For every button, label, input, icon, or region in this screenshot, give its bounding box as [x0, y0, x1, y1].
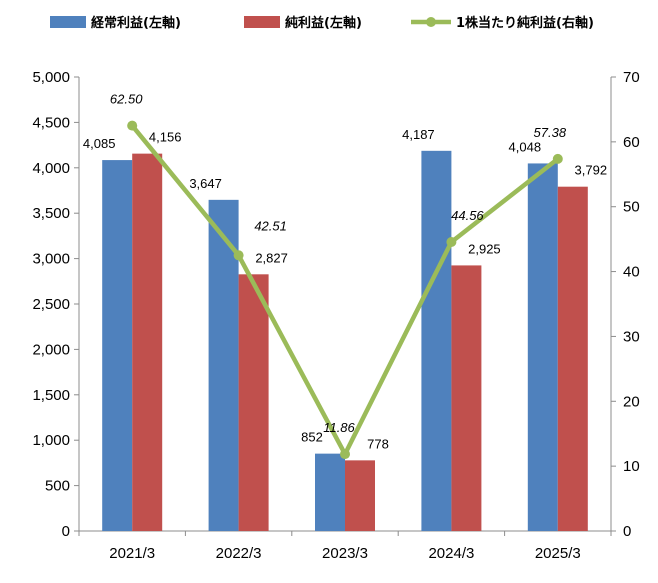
legend: 経常利益(左軸) 純利益(左軸) 1株当たり純利益(右軸) — [50, 15, 594, 31]
x-tick-label: 2022/3 — [216, 545, 262, 562]
legend-label-eps: 1株当たり純利益(右軸) — [456, 15, 594, 31]
bar-net-profit — [557, 186, 588, 531]
right-tick-label: 60 — [623, 134, 640, 151]
left-tick-label: 2,500 — [32, 296, 70, 313]
eps-point — [127, 120, 138, 131]
bar-label-net-profit: 778 — [367, 436, 389, 451]
legend-swatch-net-profit — [244, 16, 280, 28]
eps-point — [233, 250, 244, 261]
left-tick-label: 500 — [45, 478, 70, 495]
axes: 05001,0001,5002,0002,5003,0003,5004,0004… — [32, 69, 639, 562]
left-tick-label: 4,000 — [32, 160, 70, 177]
bar-label-ordinary-profit: 3,647 — [189, 176, 222, 191]
legend-label-ordinary-profit: 経常利益(左軸) — [91, 15, 181, 31]
bar-label-ordinary-profit: 852 — [301, 430, 323, 445]
eps-point — [446, 236, 457, 247]
right-tick-label: 30 — [623, 328, 640, 345]
eps-label: 57.38 — [534, 125, 567, 140]
left-tick-label: 0 — [62, 523, 70, 540]
bar-label-ordinary-profit: 4,187 — [402, 127, 435, 142]
left-tick-label: 1,000 — [32, 432, 70, 449]
x-tick-label: 2021/3 — [109, 545, 155, 562]
bar-ordinary-profit — [421, 150, 452, 531]
right-tick-label: 0 — [623, 523, 631, 540]
bar-net-profit — [451, 265, 482, 531]
eps-label: 44.56 — [451, 208, 484, 223]
bar-ordinary-profit — [102, 160, 133, 531]
right-tick-label: 10 — [623, 458, 640, 475]
eps-point — [340, 449, 350, 460]
bar-label-ordinary-profit: 4,085 — [83, 136, 116, 151]
bar-label-ordinary-profit: 4,048 — [509, 139, 542, 154]
data-labels: 4,085 4,156 3,647 2,827 852 778 4,187 2,925 4,04… — [83, 92, 607, 452]
left-tick-label: 3,000 — [32, 251, 70, 268]
left-tick-label: 3,500 — [32, 205, 70, 222]
bar-net-profit — [345, 460, 375, 531]
right-tick-label: 50 — [623, 199, 640, 216]
left-tick-label: 2,000 — [32, 341, 70, 358]
right-tick-label: 70 — [623, 69, 640, 86]
bar-label-net-profit: 3,792 — [575, 163, 608, 178]
bar-label-net-profit: 4,156 — [149, 130, 182, 145]
x-tick-label: 2025/3 — [535, 545, 581, 562]
legend-label-net-profit: 純利益(左軸) — [285, 15, 362, 31]
eps-line — [127, 120, 563, 460]
bar-ordinary-profit — [315, 453, 345, 531]
left-tick-label: 5,000 — [32, 69, 70, 86]
eps-point — [552, 153, 563, 164]
bars — [102, 150, 588, 532]
left-tick-label: 4,500 — [32, 114, 70, 131]
right-tick-label: 40 — [623, 264, 640, 281]
eps-label: 42.51 — [254, 218, 287, 233]
legend-swatch-eps-marker — [426, 17, 436, 27]
legend-swatch-ordinary-profit — [50, 16, 86, 28]
bar-net-profit — [238, 274, 269, 531]
bar-ordinary-profit — [527, 163, 558, 532]
bar-ordinary-profit — [208, 199, 239, 531]
bar-net-profit — [132, 153, 163, 531]
bar-label-net-profit: 2,827 — [255, 250, 288, 265]
bar-label-net-profit: 2,925 — [468, 241, 501, 256]
left-tick-label: 1,500 — [32, 387, 70, 404]
x-tick-label: 2024/3 — [428, 545, 474, 562]
eps-label: 11.86 — [323, 420, 355, 435]
right-tick-label: 20 — [623, 393, 640, 410]
eps-label: 62.50 — [110, 92, 143, 107]
x-tick-label: 2023/3 — [322, 545, 368, 562]
